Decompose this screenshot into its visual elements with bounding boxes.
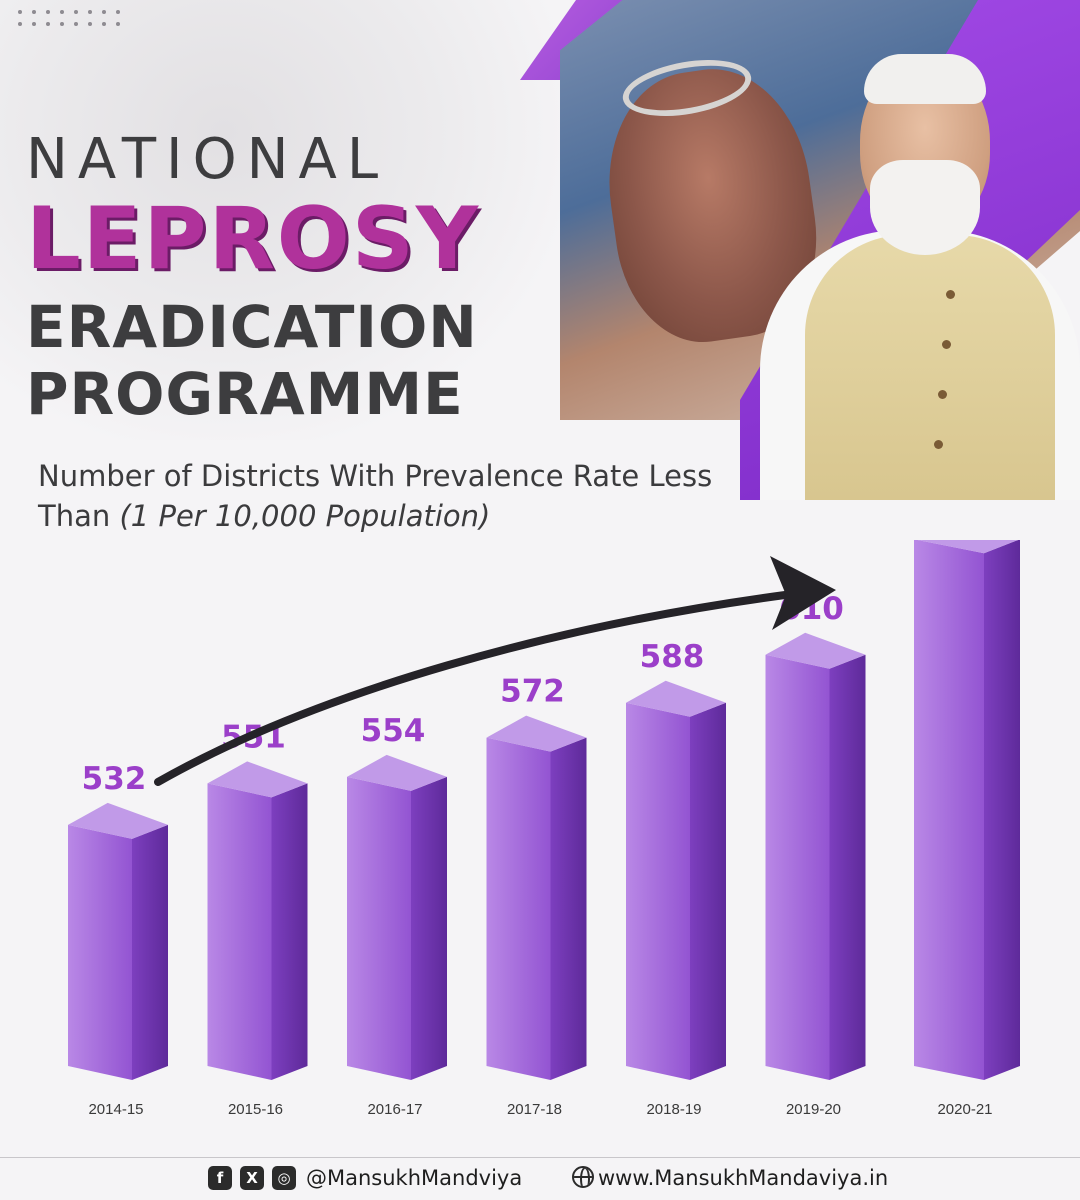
website-link[interactable]: www.MansukhMandaviya.in [598, 1166, 889, 1190]
trend-arrow [154, 591, 789, 786]
bar-top-2019-20 [765, 632, 866, 669]
bar-side-2014-15 [132, 824, 168, 1080]
background-photo [0, 0, 560, 440]
bar-top-2018-19 [626, 680, 726, 717]
x-icon[interactable]: X [240, 1166, 264, 1190]
category-label-2019-20: 2019-20 [786, 1101, 841, 1118]
footer-divider [0, 1157, 1080, 1158]
instagram-icon[interactable]: ◎ [272, 1166, 296, 1190]
leader-portrait [760, 40, 1080, 500]
subtitle-main: Number of Districts With Prevalence Rate… [38, 459, 713, 533]
bar-2015-16 [207, 783, 272, 1080]
portrait-vest [805, 235, 1055, 500]
footer: f X ◎ @MansukhMandviya www.MansukhMandav… [0, 1160, 1080, 1200]
value-label-2016-17: 554 [361, 713, 426, 749]
chart-subtitle: Number of Districts With Prevalence Rate… [38, 456, 738, 536]
title-eradication: ERADICATION [26, 293, 478, 361]
category-label-2020-21: 2020-21 [937, 1101, 992, 1118]
bar-side-2016-17 [411, 776, 447, 1080]
bar-top-2020-21 [917, 540, 1019, 554]
vest-button [946, 290, 955, 299]
bar-top-2014-15 [68, 802, 168, 839]
bar-top-2016-17 [347, 754, 447, 791]
value-label-2017-18: 572 [500, 674, 565, 710]
bar-side-2020-21 [984, 540, 1020, 1080]
bar-2020-21 [914, 540, 984, 1080]
vest-button [942, 340, 951, 349]
bar-2018-19 [626, 702, 690, 1080]
category-label-2016-17: 2016-17 [367, 1101, 422, 1118]
bar-top-2015-16 [207, 761, 308, 798]
bar-top-2017-18 [486, 715, 587, 752]
category-label-2017-18: 2017-18 [507, 1101, 562, 1118]
bar-side-2019-20 [829, 654, 866, 1080]
category-label-2014-15: 2014-15 [88, 1101, 143, 1118]
portrait-hair [864, 54, 986, 104]
portrait-beard [870, 160, 980, 255]
globe-icon [572, 1166, 594, 1188]
bar-side-2015-16 [271, 783, 308, 1080]
bar-2017-18 [486, 737, 551, 1080]
title-programme: PROGRAMME [26, 360, 464, 428]
bar-side-2018-19 [690, 702, 726, 1080]
bar-side-2017-18 [550, 737, 587, 1080]
facebook-icon[interactable]: f [208, 1166, 232, 1190]
bar-chart: 5322014-155512015-165542016-175722017-18… [68, 540, 1020, 1118]
value-label-2014-15: 532 [82, 761, 147, 797]
vest-button [938, 390, 947, 399]
trend-arrowhead [770, 556, 836, 630]
category-label-2015-16: 2015-16 [228, 1101, 283, 1118]
vest-button [934, 440, 943, 449]
subtitle-paren: (1 Per 10,000 Population) [119, 499, 491, 533]
bar-2016-17 [347, 776, 411, 1080]
title-leprosy: LEPROSY [26, 189, 481, 289]
dots-decoration-left [18, 10, 122, 26]
bar-2019-20 [765, 654, 830, 1080]
title-national: NATIONAL [26, 127, 389, 192]
bar-2014-15 [68, 824, 132, 1080]
category-label-2018-19: 2018-19 [646, 1101, 701, 1118]
social-handle[interactable]: @MansukhMandviya [306, 1166, 523, 1190]
value-label-2018-19: 588 [640, 639, 705, 675]
